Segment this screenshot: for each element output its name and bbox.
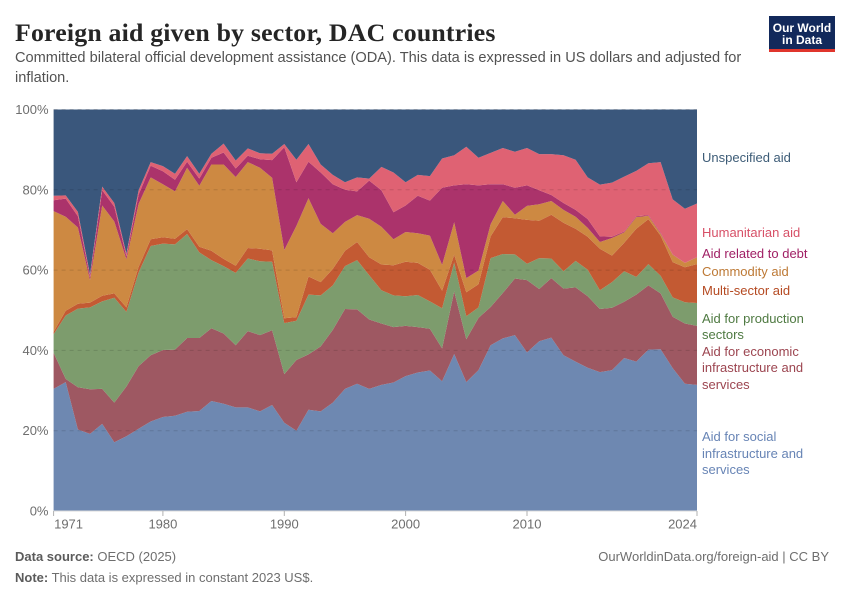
svg-text:2000: 2000 — [391, 517, 420, 532]
svg-text:0%: 0% — [30, 504, 49, 519]
svg-text:80%: 80% — [22, 182, 48, 197]
svg-text:1971: 1971 — [54, 517, 83, 532]
svg-text:20%: 20% — [22, 423, 48, 438]
svg-text:2024: 2024 — [668, 517, 697, 532]
svg-text:1990: 1990 — [270, 517, 299, 532]
svg-text:1980: 1980 — [148, 517, 177, 532]
svg-text:100%: 100% — [15, 102, 49, 117]
svg-text:40%: 40% — [22, 343, 48, 358]
svg-text:2010: 2010 — [513, 517, 542, 532]
svg-text:60%: 60% — [22, 263, 48, 278]
